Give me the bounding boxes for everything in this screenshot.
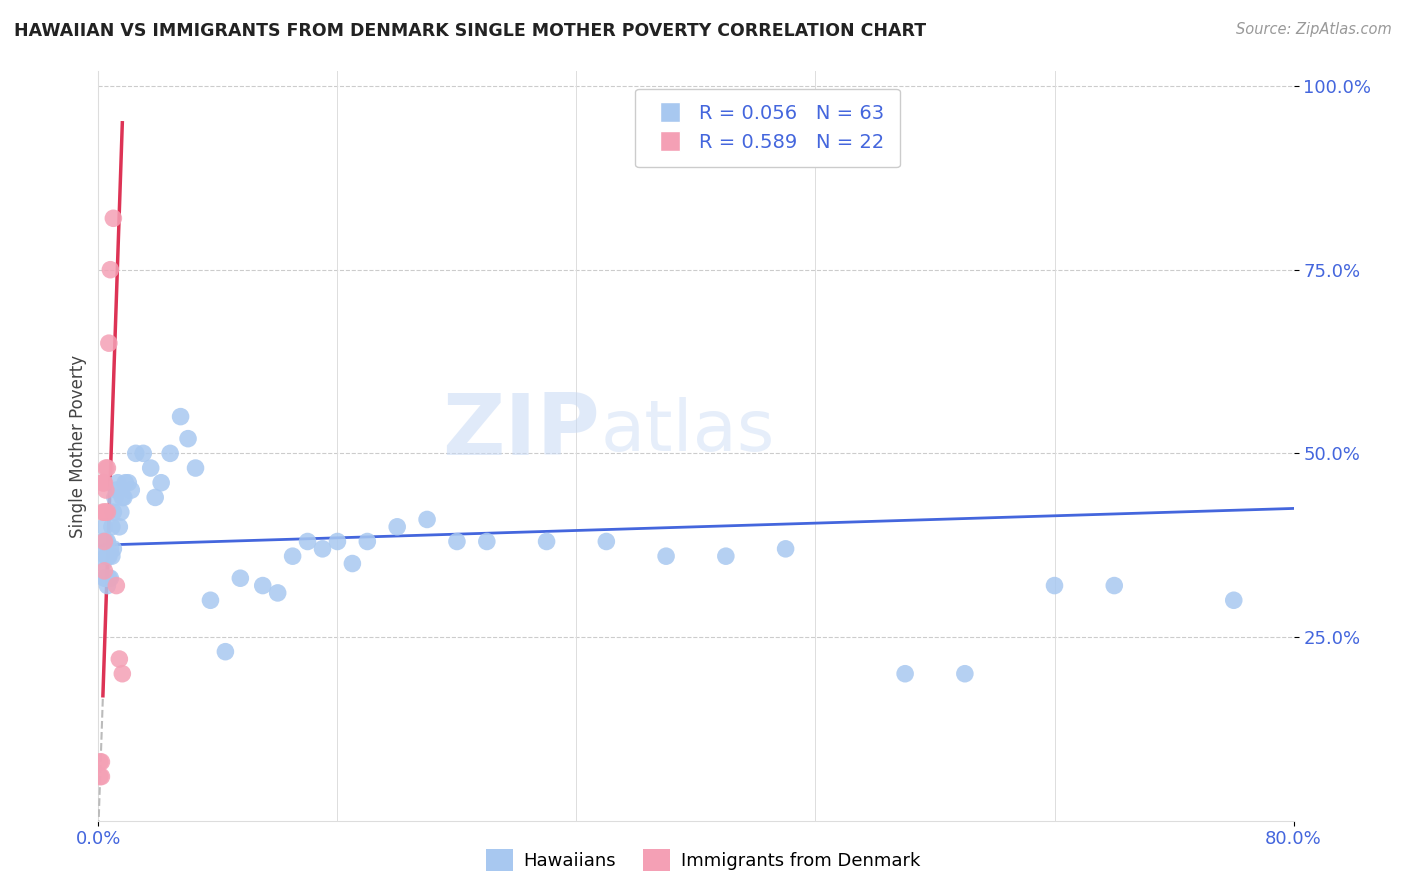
Point — [252, 578, 274, 592]
Point — [169, 409, 191, 424]
Point — [110, 505, 132, 519]
Point — [143, 491, 166, 505]
Point — [91, 534, 114, 549]
Point — [475, 534, 498, 549]
Point — [714, 549, 737, 564]
Text: ZIP: ZIP — [443, 390, 600, 473]
Legend: Hawaiians, Immigrants from Denmark: Hawaiians, Immigrants from Denmark — [478, 842, 928, 879]
Point — [97, 336, 120, 351]
Point — [103, 541, 125, 556]
Text: HAWAIIAN VS IMMIGRANTS FROM DENMARK SINGLE MOTHER POVERTY CORRELATION CHART: HAWAIIAN VS IMMIGRANTS FROM DENMARK SING… — [14, 22, 927, 40]
Point — [595, 534, 617, 549]
Point — [775, 541, 797, 556]
Point — [94, 549, 117, 564]
Point — [200, 593, 222, 607]
Point — [139, 461, 162, 475]
Point — [229, 571, 252, 585]
Point — [98, 571, 122, 585]
Point — [267, 586, 290, 600]
Point — [93, 564, 115, 578]
Point — [150, 475, 173, 490]
Point — [953, 666, 976, 681]
Text: atlas: atlas — [600, 397, 775, 466]
Point — [89, 770, 111, 784]
Text: Source: ZipAtlas.com: Source: ZipAtlas.com — [1236, 22, 1392, 37]
Point — [96, 578, 118, 592]
Point — [159, 446, 181, 460]
Point — [89, 755, 111, 769]
Legend: R = 0.056   N = 63, R = 0.589   N = 22: R = 0.056 N = 63, R = 0.589 N = 22 — [636, 88, 900, 168]
Point — [446, 534, 468, 549]
Point — [93, 534, 115, 549]
Point — [91, 557, 114, 571]
Point — [385, 520, 409, 534]
Point — [356, 534, 378, 549]
Point — [132, 446, 155, 460]
Point — [93, 520, 115, 534]
Point — [1223, 593, 1246, 607]
Point — [94, 483, 117, 497]
Point — [177, 432, 200, 446]
Point — [96, 534, 118, 549]
Point — [105, 578, 128, 592]
Point — [97, 549, 120, 564]
Y-axis label: Single Mother Poverty: Single Mother Poverty — [69, 354, 87, 538]
Point — [416, 512, 439, 526]
Point — [93, 541, 115, 556]
Point — [112, 491, 135, 505]
Point — [111, 491, 134, 505]
Point — [94, 505, 117, 519]
Point — [108, 520, 131, 534]
Point — [91, 475, 114, 490]
Point — [90, 770, 112, 784]
Point — [97, 571, 120, 585]
Point — [281, 549, 304, 564]
Point — [1104, 578, 1126, 592]
Point — [91, 475, 114, 490]
Point — [111, 666, 134, 681]
Point — [98, 262, 122, 277]
Point — [98, 541, 122, 556]
Point — [91, 505, 114, 519]
Point — [94, 571, 117, 585]
Point — [536, 534, 558, 549]
Point — [93, 571, 115, 585]
Point — [311, 541, 333, 556]
Point — [94, 534, 117, 549]
Point — [108, 652, 131, 666]
Point — [214, 645, 236, 659]
Point — [93, 475, 115, 490]
Point — [96, 461, 118, 475]
Point — [103, 211, 125, 226]
Point — [125, 446, 148, 460]
Point — [103, 505, 125, 519]
Point — [326, 534, 349, 549]
Point — [120, 483, 142, 497]
Point — [894, 666, 917, 681]
Point — [101, 549, 124, 564]
Point — [93, 505, 115, 519]
Point — [96, 505, 118, 519]
Point — [107, 475, 129, 490]
Point — [104, 491, 127, 505]
Point — [117, 475, 139, 490]
Point — [105, 483, 128, 497]
Point — [1043, 578, 1066, 592]
Point — [184, 461, 207, 475]
Point — [94, 461, 117, 475]
Point — [96, 549, 118, 564]
Point — [101, 520, 124, 534]
Point — [297, 534, 319, 549]
Point — [90, 755, 112, 769]
Point — [342, 557, 364, 571]
Point — [114, 475, 136, 490]
Point — [655, 549, 678, 564]
